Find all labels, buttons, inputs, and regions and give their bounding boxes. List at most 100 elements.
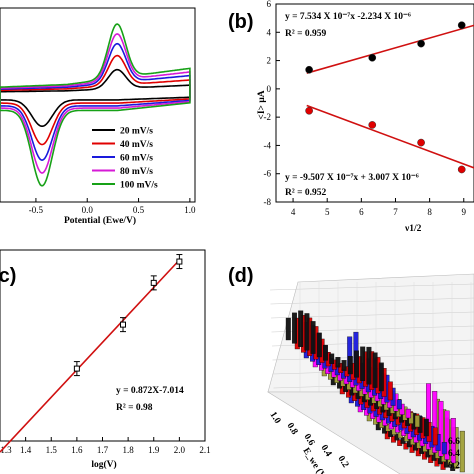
panel-d-bar (285, 317, 291, 341)
panel-a-legend-label: 40 mV/s (120, 140, 153, 150)
panel-a-x-label: Potential (Ewe/V) (64, 215, 136, 226)
panel-b-x-tick-label: 8 (427, 207, 432, 217)
panel-b-marks (305, 21, 474, 174)
panel-d-bar (426, 383, 431, 450)
panel-d-bar (396, 399, 402, 410)
panel-c-r2: R² = 0.98 (116, 403, 153, 413)
panel-c-x-label: log(V) (91, 459, 116, 470)
panel-a-frame (0, 7, 196, 203)
panel-b-point (368, 53, 377, 62)
panel-c-x-tick-label: 1.6 (71, 445, 83, 455)
panel-b-point (417, 39, 425, 48)
panel-d-bar (399, 403, 405, 415)
panel-b-y-tick-label: -2 (264, 112, 272, 122)
panel-d-left-tick-label: 0.8 (284, 421, 299, 437)
panel-a-x-tick-label: -0.5 (29, 205, 44, 215)
panel-d-bar (378, 362, 384, 392)
panel-b-y-tick-label: 2 (267, 56, 272, 66)
panel-d-bar (366, 346, 372, 385)
panel-a-x-tick-label: 0.5 (133, 205, 145, 215)
panel-c-x-tick-label: 2.1 (199, 445, 210, 455)
panel-b-point (368, 121, 377, 129)
panel-b-x-tick-label: 6 (359, 207, 364, 217)
panel-b-r2-top: R² = 0.959 (285, 29, 326, 39)
panel-b-y-label: <I> μA (257, 90, 267, 119)
panel-d-bar (335, 357, 341, 368)
panel-d-right-tick-label: 6.2 (448, 461, 460, 471)
panel-b-fit-line (306, 104, 474, 169)
panel-a-curves (0, 23, 191, 187)
panel-d-right-tick-label: 6.4 (448, 449, 460, 459)
panel-c-equation: y = 0.872X-7.014 (116, 386, 184, 396)
panel-b-y-tick-label: 6 (267, 0, 272, 9)
panel-c-x-tick-label: 1.4 (20, 445, 32, 455)
panel-d-bar (360, 346, 366, 381)
panel-b-x-tick-label: 9 (462, 207, 467, 217)
panel-b-ticks: 4 5 6 7 8 9 6 4 2 0 -2 -4 -6 -8 (264, 0, 467, 217)
panel-a-x-tick-label: 1.0 (184, 205, 196, 215)
panel-d-bar (310, 321, 316, 354)
panel-d-chart: (d) 1.00.80.60.40.26.66.46.2 E_we (V) (228, 265, 474, 474)
panel-c-frame (0, 249, 206, 442)
panel-d-bar (372, 352, 378, 388)
panel-d-right-tick-label: 6.6 (448, 437, 460, 447)
panel-d-label: (d) (228, 265, 254, 287)
panel-d-bar (432, 391, 438, 453)
panel-d-bar (329, 353, 335, 364)
panel-b-label: (b) (228, 11, 254, 33)
panel-b-frame (275, 3, 474, 203)
panel-b-x-tick-label: 7 (393, 207, 398, 217)
panel-c-point (150, 279, 157, 286)
panel-b-point (417, 138, 425, 147)
panel-a-x-tick-label: 0.0 (82, 205, 94, 215)
panel-b-point (305, 65, 313, 74)
panel-b-y-tick-label: 4 (267, 27, 272, 37)
panel-c-x-tick-label: 1.9 (148, 445, 160, 455)
panel-b-y-tick-label: -6 (264, 169, 272, 179)
panel-c-point (120, 321, 126, 328)
panel-b-point (457, 165, 466, 174)
panel-d-bar (438, 400, 444, 457)
panel-c-x-tick-label: 1.8 (123, 445, 135, 455)
panel-a-legend-label: 100 mV/s (120, 181, 158, 191)
panel-c-label: (c) (0, 265, 16, 287)
panel-c-x-tick-label: 1.7 (97, 445, 109, 455)
panel-d-grid-line (269, 283, 474, 291)
panel-d-bar (323, 344, 328, 361)
panel-a-legend: 20 mV/s 40 mV/s 60 mV/s 80 mV/s 100 mV/s (92, 127, 158, 191)
panel-d-bar (304, 313, 310, 351)
panel-d-bar (347, 356, 353, 375)
panel-b-r2-bottom: R² = 0.952 (285, 188, 326, 198)
panel-d-bar (341, 360, 347, 371)
panel-a-legend-label: 60 mV/s (120, 154, 153, 164)
panel-c-x-tick-label: 2.0 (174, 445, 186, 455)
panel-d-bars (285, 310, 465, 473)
panel-d-left-tick-label: 0.2 (335, 454, 350, 470)
panel-c-chart: (c) 1.3 1.4 1.5 1.6 1.7 1.8 1.9 2.0 2.1 y = 0.87… (0, 249, 211, 470)
panel-a-x-ticks: -0.5 0.0 0.5 1.0 (29, 198, 196, 215)
panel-d-bar (432, 427, 438, 446)
panel-d-bar (316, 332, 322, 358)
panel-b-point (457, 21, 466, 30)
panel-b-y-tick-label: 0 (267, 84, 272, 94)
panel-b-equation-top: y = 7.534 X 10⁻⁷x -2.234 X 10⁻⁶ (285, 12, 411, 22)
panel-b-x-tick-label: 4 (291, 207, 296, 217)
panel-d-bar (450, 418, 456, 464)
panel-b-chart: (b) <I> μA 4 5 6 7 8 9 6 4 2 0 -2 -4 -6 -8 y = 7.534 … (228, 0, 474, 234)
panel-d-bar (444, 410, 450, 460)
panel-c-x-tick-label: 1.5 (46, 445, 58, 455)
panel-d-bar (441, 442, 447, 455)
panel-c-point (176, 258, 183, 265)
panel-b-y-tick-label: -8 (264, 197, 272, 207)
panel-c-marks (0, 254, 183, 453)
panel-a-chart: -0.5 0.0 0.5 1.0 20 mV/s 40 mV/s 60 mV/s 80 mV… (0, 7, 196, 226)
panel-d-bar (414, 415, 420, 428)
panel-c-x-ticks: 1.3 1.4 1.5 1.6 1.7 1.8 1.9 2.0 2.1 (0, 437, 211, 455)
panel-d-grid-line (270, 297, 474, 305)
panel-c-point (73, 365, 80, 372)
panel-c-fit-line (0, 259, 180, 453)
panel-d-bar (423, 418, 429, 437)
panel-b-y-tick-label: -4 (264, 140, 272, 150)
panel-b-fit-line (306, 24, 474, 74)
